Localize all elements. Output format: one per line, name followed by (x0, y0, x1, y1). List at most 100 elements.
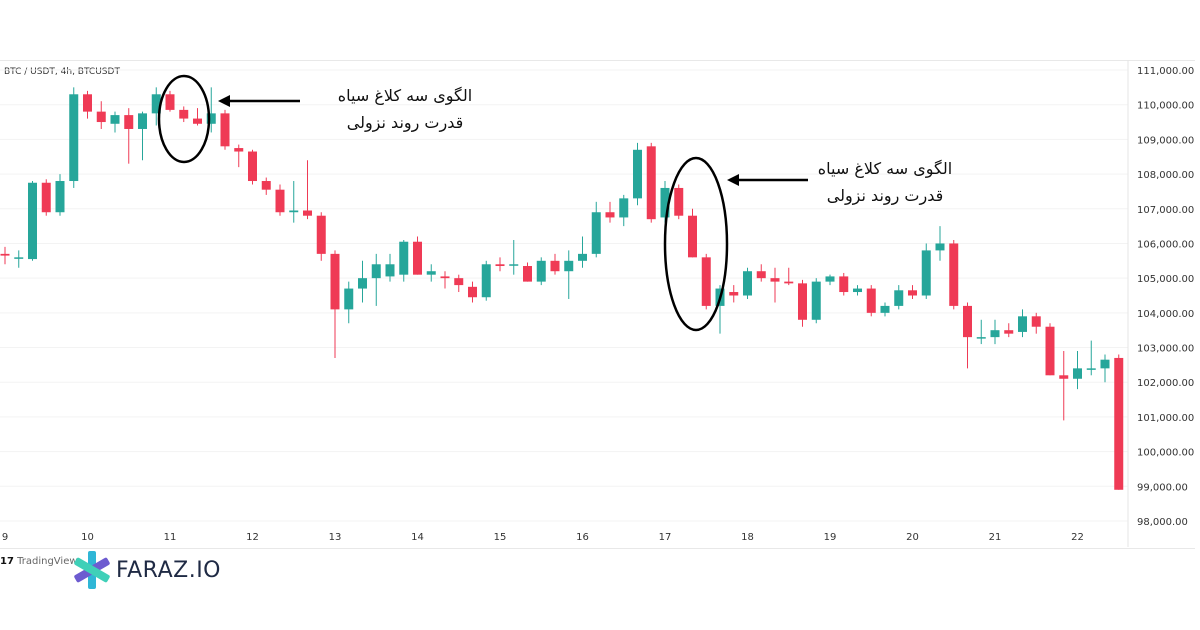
candle-body (523, 266, 532, 282)
candle-body (358, 278, 367, 289)
candle-body (440, 276, 450, 279)
x-tick-label: 18 (741, 532, 754, 543)
x-tick-label: 20 (906, 532, 919, 543)
candle-body (426, 271, 436, 275)
candle-body (1031, 316, 1041, 327)
candle-body (330, 253, 340, 310)
candle-body (605, 212, 615, 218)
tradingview-watermark: 17 TradingView (0, 556, 78, 567)
candle-body (935, 243, 945, 251)
candle-body (578, 253, 587, 261)
candle-body (1114, 357, 1124, 490)
candle-body (839, 276, 849, 293)
y-tick-label: 110,000.00 (1137, 101, 1194, 112)
annotation-1-line1: الگوی سه کلاغ سیاه (337, 86, 473, 105)
symbol-label: BTC / USDT, 4h, BTCUSDT (4, 67, 120, 77)
pattern-circle-1 (157, 74, 211, 164)
x-tick-label: 12 (246, 532, 259, 543)
x-tick-label: 22 (1071, 532, 1084, 543)
candle-body (41, 182, 51, 213)
candle-body (756, 271, 766, 279)
y-axis: 111,000.00 110,000.00 109,000.00 108,000.00… (1127, 60, 1194, 547)
candle-body (509, 264, 519, 266)
candle-body (1086, 368, 1096, 370)
candle-body (1059, 375, 1069, 379)
candle-body (536, 260, 546, 282)
arrow-head-1 (218, 95, 230, 107)
candle-body (550, 260, 560, 272)
candle-body (96, 111, 106, 123)
x-tick-label: 16 (576, 532, 589, 543)
candle-body (784, 281, 794, 284)
x-tick-label: 11 (164, 532, 177, 543)
candle-body (399, 241, 409, 275)
candle-body (55, 181, 65, 213)
x-tick-label: 9 (2, 532, 8, 543)
y-tick-label: 102,000.00 (1137, 378, 1194, 389)
brand-name: FARAZ.IO (116, 558, 221, 583)
candle-body (261, 181, 271, 190)
candle-body (1045, 326, 1055, 376)
y-tick-label: 108,000.00 (1137, 170, 1194, 181)
y-tick-label: 98,000.00 (1137, 517, 1188, 528)
candle-body (303, 210, 312, 216)
candle-body (165, 94, 175, 110)
candle-body (454, 278, 464, 286)
candle-body (660, 187, 670, 218)
x-tick-label: 13 (329, 532, 342, 543)
y-tick-label: 99,000.00 (1137, 482, 1188, 493)
candle-body (1004, 330, 1014, 334)
candle-body (344, 288, 354, 310)
annotation-1-line2: قدرت روند نزولی (346, 113, 464, 132)
candle-body (206, 113, 216, 124)
y-tick-label: 101,000.00 (1137, 413, 1194, 424)
candle-body (179, 109, 189, 119)
y-tick-label: 100,000.00 (1137, 448, 1194, 459)
candle-body (110, 115, 120, 124)
annotation-2: الگوی سه کلاغ سیاه قدرت روند نزولی (790, 155, 980, 209)
candle-body (413, 241, 422, 275)
x-tick-label: 21 (989, 532, 1002, 543)
candle-body (289, 210, 299, 213)
chart-frame (0, 60, 1195, 549)
candle-body (743, 271, 752, 296)
candle-body (908, 290, 917, 296)
candle-body (825, 276, 835, 282)
candle-body (798, 283, 807, 320)
x-tick-label: 10 (81, 532, 94, 543)
x-tick-label: 15 (494, 532, 507, 543)
candle-body (674, 187, 684, 216)
candle-body (688, 215, 697, 258)
candle-body (124, 115, 134, 129)
candle-body (14, 257, 24, 259)
candle-body (564, 260, 574, 272)
y-tick-label: 103,000.00 (1137, 344, 1194, 355)
y-tick-label: 104,000.00 (1137, 309, 1194, 320)
candle-body (193, 118, 202, 124)
candle-body (866, 288, 876, 313)
tradingview-logo-icon: 17 (0, 556, 14, 567)
x-axis: 9 10 11 12 13 14 15 16 17 18 19 20 21 22 (2, 532, 1084, 543)
tradingview-label: TradingView (17, 556, 78, 567)
candle-body (963, 305, 972, 338)
grid-lines (0, 69, 1128, 522)
candle-body (949, 243, 959, 306)
candle-body (316, 215, 326, 254)
candle-body (275, 189, 285, 213)
candle-body (385, 264, 395, 277)
candle-body (495, 264, 505, 267)
candle-body (481, 264, 491, 298)
annotation-2-line1: الگوی سه کلاغ سیاه (817, 159, 953, 178)
brand-logo: FARAZ.IO (70, 548, 230, 594)
x-tick-label: 19 (824, 532, 837, 543)
candle-body (69, 94, 79, 182)
candle-body (28, 182, 37, 260)
candle-body (151, 94, 161, 114)
candle-body (591, 212, 601, 254)
candle-body (880, 305, 890, 313)
y-tick-label: 105,000.00 (1137, 274, 1194, 285)
candle-body (646, 146, 656, 220)
candle-body (921, 250, 931, 296)
faraz-logo-icon (74, 551, 110, 589)
